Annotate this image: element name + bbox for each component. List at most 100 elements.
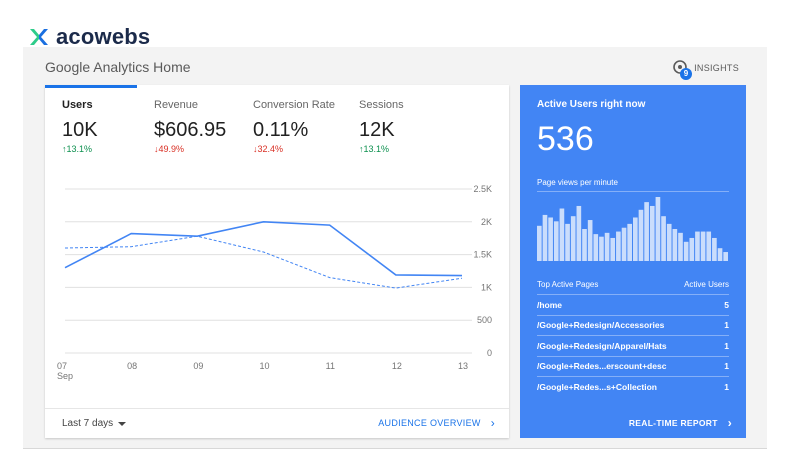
pageview-bar <box>553 221 559 261</box>
page-title: Google Analytics Home <box>45 59 191 75</box>
date-range-select[interactable]: Last 7 days <box>62 418 127 429</box>
pageview-bar <box>593 234 599 261</box>
page-users: 1 <box>724 361 729 372</box>
y-tick-label: 500 <box>477 315 492 325</box>
list-item[interactable]: /Google+Redes...erscount+desc 1 <box>537 355 729 377</box>
insights-label: INSIGHTS <box>694 63 739 73</box>
x-tick-label: 13 <box>458 361 468 371</box>
metric-change: ↓32.4% <box>253 144 284 154</box>
audience-overview-link[interactable]: AUDIENCE OVERVIEW › <box>378 416 495 430</box>
metric-value: 0.11% <box>253 119 309 141</box>
metric-change: ↑13.1% <box>62 144 93 154</box>
top-pages-header: Top Active Pages Active Users <box>537 280 729 289</box>
pageview-bar <box>683 241 689 261</box>
pageviews-bar-chart <box>537 197 729 261</box>
page-path: /Google+Redes...s+Collection <box>537 381 657 392</box>
page-path: /Google+Redesign/Accessories <box>537 320 665 331</box>
realtime-card-footer: REAL-TIME REPORT › <box>520 408 746 438</box>
bar-chart-svg <box>537 197 728 261</box>
y-tick-label: 2.5K <box>473 184 492 194</box>
pageview-bar <box>695 231 700 261</box>
x-tick-label: 12 <box>392 361 402 371</box>
x-tick-label: 10 <box>260 361 270 371</box>
audience-card: Users 10K ↑13.1% Revenue $606.95 ↓49.9% … <box>45 85 509 438</box>
pageview-bar <box>633 217 638 261</box>
series-line-2 <box>64 235 463 289</box>
top-pages-label: Top Active Pages <box>537 280 599 289</box>
pageview-bar <box>655 197 661 261</box>
y-tick-label: 1.5K <box>473 250 492 260</box>
pageview-bar <box>610 237 616 261</box>
metric-tab-users[interactable]: Users 10K ↑13.1% <box>62 99 98 154</box>
x-tick-sublabel: Sep <box>57 371 73 381</box>
page-path: /home <box>537 299 563 310</box>
insights-badge: 9 <box>680 68 693 80</box>
y-tick-label: 0 <box>487 348 492 358</box>
metric-label: Conversion Rate <box>253 99 335 111</box>
audience-overview-label: AUDIENCE OVERVIEW <box>378 418 481 428</box>
pageview-bar <box>644 202 649 261</box>
list-item[interactable]: /home 5 <box>537 294 729 315</box>
realtime-card: Active Users right now 536 Page views pe… <box>520 85 746 438</box>
line-chart-svg: 2.5K 2K 1.5K 1K 500 0 07 08 09 10 11 12 13 Sep <box>57 184 492 381</box>
pageview-bar <box>559 208 565 261</box>
realtime-title: Active Users right now <box>537 99 646 110</box>
x-tick-label: 08 <box>127 361 137 371</box>
y-tick-label: 1K <box>481 282 492 292</box>
metric-value: 12K <box>359 119 395 141</box>
metric-change: ↓49.9% <box>154 144 185 154</box>
pageview-bar <box>582 229 587 261</box>
pageview-bar <box>700 231 706 261</box>
chevron-right-icon: › <box>727 416 732 430</box>
pageview-bar <box>661 216 666 261</box>
pageview-bar <box>616 231 621 261</box>
realtime-report-label: REAL-TIME REPORT <box>628 418 718 428</box>
realtime-report-link[interactable]: REAL-TIME REPORT › <box>628 416 732 430</box>
y-tick-label: 2K <box>481 217 492 227</box>
insights-button[interactable]: 9 INSIGHTS <box>672 59 739 80</box>
date-range-value: Last 7 days <box>62 418 114 429</box>
audience-card-footer: Last 7 days AUDIENCE OVERVIEW › <box>45 408 509 438</box>
page-users: 1 <box>724 381 729 392</box>
list-item[interactable]: /Google+Redes...s+Collection 1 <box>537 376 729 397</box>
pageviews-label: Page views per minute <box>537 178 618 187</box>
pageview-bar <box>542 214 548 261</box>
pageview-bar <box>627 223 632 261</box>
pageview-bar <box>678 232 683 261</box>
page-users: 5 <box>724 299 729 310</box>
insights-icon: 9 <box>672 59 693 80</box>
pageview-bar <box>565 223 570 261</box>
active-tab-indicator <box>45 85 137 88</box>
metric-tab-conversion-rate[interactable]: Conversion Rate 0.11% ↓32.4% <box>253 99 335 154</box>
pageview-bar <box>638 209 644 261</box>
metric-tab-revenue[interactable]: Revenue $606.95 ↓49.9% <box>154 99 226 154</box>
pageview-bar <box>599 236 604 261</box>
pageview-bar <box>689 237 695 261</box>
brand-name: acowebs <box>56 24 151 49</box>
list-item[interactable]: /Google+Redesign/Accessories 1 <box>537 314 729 336</box>
chevron-right-icon: › <box>490 416 495 430</box>
active-users-count: 536 <box>537 120 594 158</box>
pageview-bar <box>706 231 712 261</box>
metric-value: $606.95 <box>154 119 227 141</box>
metric-value: 10K <box>62 119 98 141</box>
list-item[interactable]: /Google+Redesign/Apparel/Hats 1 <box>537 335 729 356</box>
metric-label: Users <box>62 99 93 111</box>
x-tick-label: 07 <box>57 361 67 371</box>
pageview-bar <box>548 217 553 261</box>
page-users: 1 <box>724 340 729 351</box>
pageview-bar <box>576 205 582 261</box>
caret-down-icon <box>118 421 127 426</box>
x-tick-label: 11 <box>326 361 335 371</box>
metric-label: Sessions <box>359 99 404 111</box>
pageview-bar <box>604 232 610 261</box>
metric-label: Revenue <box>154 99 199 111</box>
pageview-bar <box>649 205 655 261</box>
pageview-bar <box>723 252 728 261</box>
acowebs-logo-icon <box>30 29 48 45</box>
top-pages-list: /home 5 /Google+Redesign/Accessories 1 /… <box>537 294 729 397</box>
pageview-bar <box>717 248 723 261</box>
metric-tab-sessions[interactable]: Sessions 12K ↑13.1% <box>359 99 404 154</box>
active-users-label: Active Users <box>684 280 729 289</box>
